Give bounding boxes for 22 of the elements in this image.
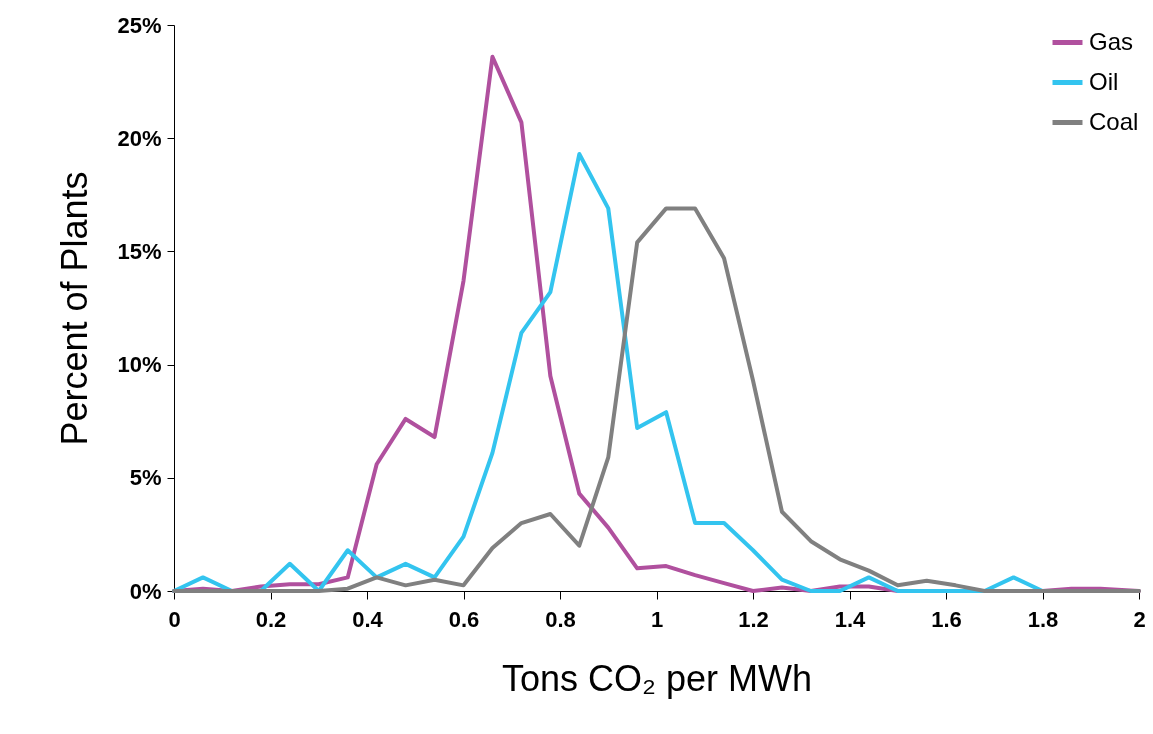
x-tick-label: 0 (168, 606, 181, 632)
x-tick-label: 0.2 (255, 606, 287, 632)
y-tick-label: 0% (129, 578, 162, 604)
x-tick-label: 1.4 (834, 606, 867, 632)
y-tick-label: 20% (117, 125, 162, 151)
y-tick-label: 15% (117, 238, 162, 264)
x-axis-title: Tons CO₂ per MWh (501, 657, 813, 699)
x-tick-label: 1.2 (738, 606, 769, 632)
y-tick-label: 5% (129, 465, 162, 491)
legend-label: Oil (1089, 67, 1119, 95)
x-tick-label: 2 (1133, 606, 1146, 632)
x-tick-label: 0.4 (352, 606, 384, 632)
x-tick-label: 1.8 (1027, 606, 1059, 632)
x-tick-label: 1.6 (931, 606, 962, 632)
legend-label: Coal (1089, 107, 1139, 135)
y-tick-label: 10% (117, 352, 162, 378)
legend-label: Gas (1089, 27, 1134, 55)
x-tick-label: 0.6 (448, 606, 480, 632)
x-tick-label: 1 (650, 606, 664, 632)
y-tick-label: 25% (117, 12, 162, 38)
y-axis-title: Percent of Plants (54, 171, 96, 446)
x-tick-label: 0.8 (545, 606, 576, 632)
